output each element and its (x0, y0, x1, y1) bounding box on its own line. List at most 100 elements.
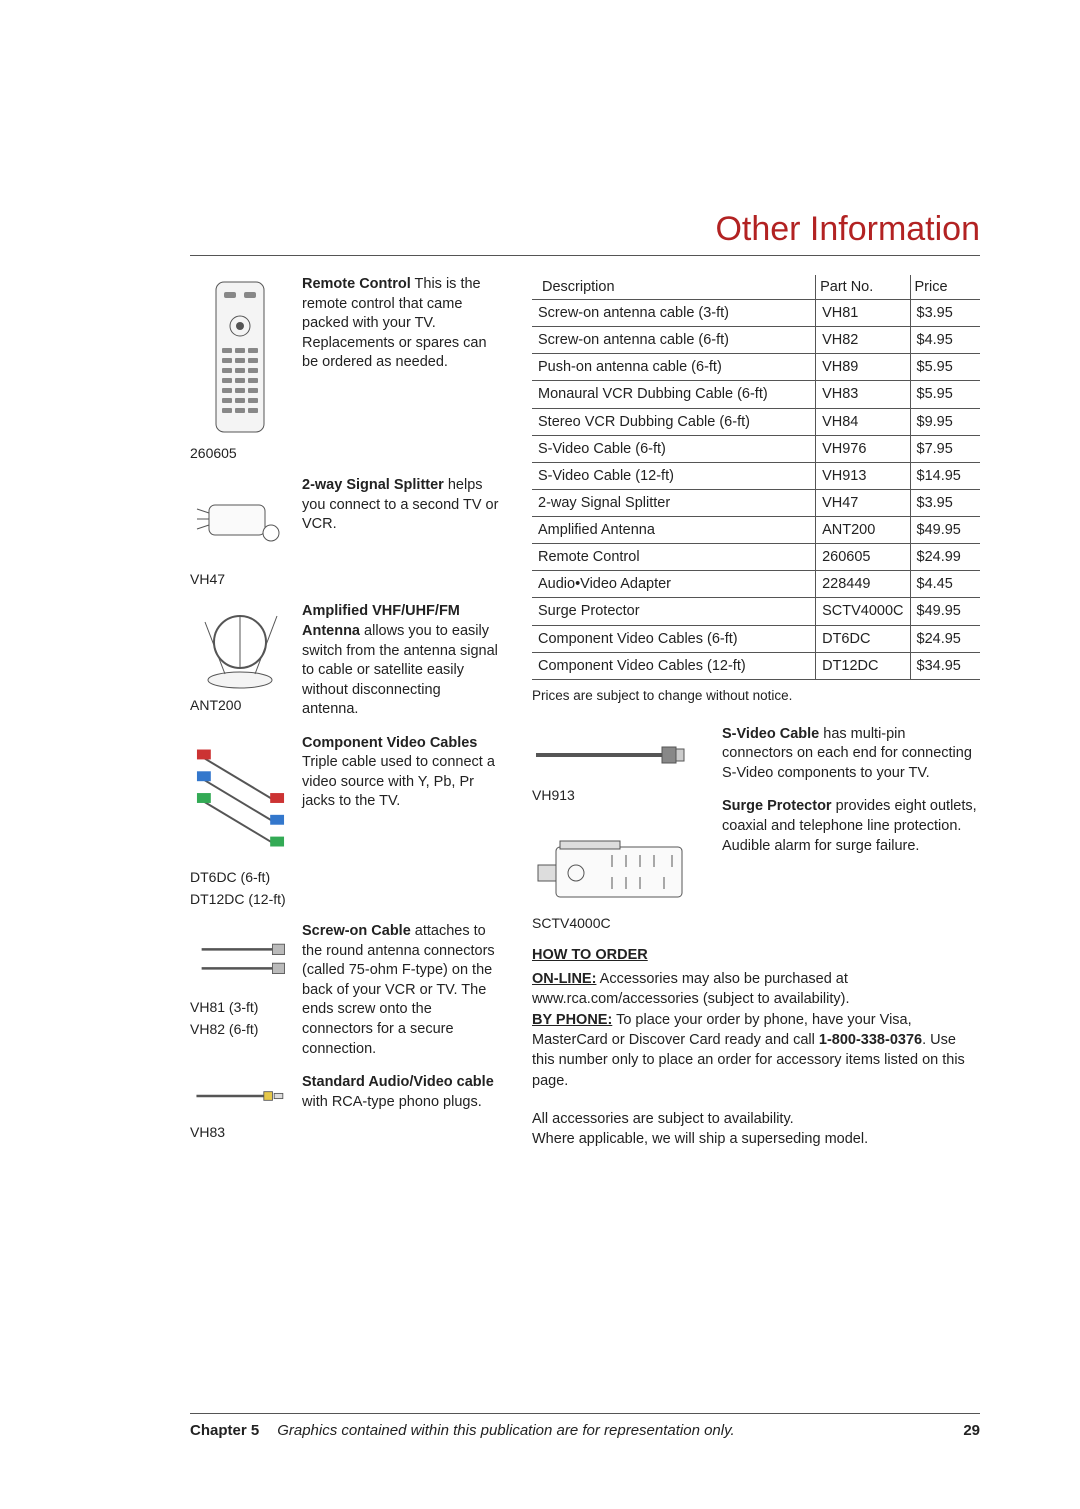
cell-price: $4.45 (910, 571, 980, 598)
cell-part: VH83 (816, 381, 910, 408)
cell-desc: Surge Protector (532, 598, 816, 625)
cell-desc: Screw-on antenna cable (3-ft) (532, 300, 816, 327)
remote-control-image (193, 275, 288, 440)
cell-part: 260605 (816, 544, 910, 571)
cell-desc: Amplified Antenna (532, 517, 816, 544)
avcable-lead: Standard Audio/Video cable (302, 1074, 494, 1090)
compvid-caption1: DT6DC (6-ft) (190, 868, 290, 886)
top-rule (190, 255, 980, 256)
howto-online-label: ON-LINE: (532, 971, 596, 987)
remote-desc: Remote Control This is the remote contro… (302, 275, 500, 373)
left-column: 260605 Remote Control This is the remote… (190, 275, 500, 1149)
screwon-image (193, 922, 288, 994)
cell-price: $9.95 (910, 408, 980, 435)
item-antenna: ANT200 Amplified VHF/UHF/FM Antenna allo… (190, 602, 500, 719)
cell-desc: Stereo VCR Dubbing Cable (6-ft) (532, 408, 816, 435)
compvid-caption2: DT12DC (12-ft) (190, 890, 290, 908)
page-title: Other Information (715, 210, 980, 249)
cell-price: $49.95 (910, 598, 980, 625)
cell-price: $3.95 (910, 489, 980, 516)
table-row: Audio•Video Adapter228449$4.45 (532, 571, 980, 598)
compvid-rest: Triple cable used to connect a video sou… (302, 754, 495, 809)
remote-lead: Remote Control (302, 276, 411, 292)
cell-price: $5.95 (910, 354, 980, 381)
avcable-desc: Standard Audio/Video cable with RCA-type… (302, 1073, 500, 1112)
screwon-lead: Screw-on Cable (302, 923, 411, 939)
splitter-caption: VH47 (190, 570, 290, 588)
item-remote: 260605 Remote Control This is the remote… (190, 275, 500, 462)
how-to-order: HOW TO ORDER ON-LINE: Accessories may al… (532, 945, 980, 1150)
howto-byphone-label: BY PHONE: (532, 1012, 612, 1028)
page-footer: Chapter 5 Graphics contained within this… (190, 1413, 980, 1439)
cell-desc: Component Video Cables (12-ft) (532, 652, 816, 679)
cell-desc: S-Video Cable (6-ft) (532, 435, 816, 462)
howto-online: ON-LINE: Accessories may also be purchas… (532, 969, 980, 1010)
cell-price: $4.95 (910, 327, 980, 354)
price-note: Prices are subject to change without not… (532, 688, 980, 703)
cell-price: $24.95 (910, 625, 980, 652)
svideo-product: VH913 (532, 725, 702, 803)
cell-part: VH84 (816, 408, 910, 435)
screwon-caption1: VH81 (3-ft) (190, 998, 290, 1016)
th-part: Part No. (816, 275, 910, 300)
cell-desc: Remote Control (532, 544, 816, 571)
table-row: S-Video Cable (6-ft)VH976$7.95 (532, 435, 980, 462)
th-price: Price (910, 275, 980, 300)
screwon-caption2: VH82 (6-ft) (190, 1020, 290, 1038)
antenna-image (193, 602, 288, 692)
cell-price: $24.99 (910, 544, 980, 571)
cell-desc: 2-way Signal Splitter (532, 489, 816, 516)
splitter-lead: 2-way Signal Splitter (302, 477, 444, 493)
cell-desc: Monaural VCR Dubbing Cable (6-ft) (532, 381, 816, 408)
table-row: Monaural VCR Dubbing Cable (6-ft)VH83$5.… (532, 381, 980, 408)
avcable-image (193, 1073, 288, 1119)
cell-price: $34.95 (910, 652, 980, 679)
cell-desc: Audio•Video Adapter (532, 571, 816, 598)
svideo-desc: S-Video Cable has multi-pin connectors o… (722, 725, 980, 784)
cell-part: SCTV4000C (816, 598, 910, 625)
cell-price: $5.95 (910, 381, 980, 408)
item-screwon: VH81 (3-ft) VH82 (6-ft) Screw-on Cable a… (190, 922, 500, 1059)
price-table: Description Part No. Price Screw-on ante… (532, 275, 980, 680)
howto-title: HOW TO ORDER (532, 945, 980, 965)
table-row: Screw-on antenna cable (6-ft)VH82$4.95 (532, 327, 980, 354)
compvid-lead: Component Video Cables (302, 735, 477, 751)
footer-page: 29 (963, 1422, 980, 1439)
surge-label: SCTV4000C (532, 915, 611, 931)
cell-price: $14.95 (910, 462, 980, 489)
screwon-rest: attaches to the round antenna connectors… (302, 923, 495, 1056)
cell-part: VH81 (816, 300, 910, 327)
cell-desc: Screw-on antenna cable (6-ft) (532, 327, 816, 354)
cell-price: $7.95 (910, 435, 980, 462)
cell-part: 228449 (816, 571, 910, 598)
antenna-caption: ANT200 (190, 696, 290, 714)
svideo-label: VH913 (532, 787, 575, 803)
splitter-image (193, 476, 288, 566)
howto-avail1: All accessories are subject to availabil… (532, 1109, 980, 1129)
table-row: S-Video Cable (12-ft)VH913$14.95 (532, 462, 980, 489)
table-row: Push-on antenna cable (6-ft)VH89$5.95 (532, 354, 980, 381)
cell-price: $49.95 (910, 517, 980, 544)
cell-part: VH47 (816, 489, 910, 516)
cell-part: VH82 (816, 327, 910, 354)
item-avcable: VH83 Standard Audio/Video cable with RCA… (190, 1073, 500, 1141)
svideo-image (532, 725, 692, 785)
th-desc: Description (532, 275, 816, 300)
cell-price: $3.95 (910, 300, 980, 327)
antenna-desc: Amplified VHF/UHF/FM Antenna allows you … (302, 602, 500, 719)
footer-chapter: Chapter 5 (190, 1422, 259, 1439)
svideo-lead: S-Video Cable (722, 726, 819, 742)
footer-text: Graphics contained within this publicati… (277, 1422, 963, 1439)
splitter-desc: 2-way Signal Splitter helps you connect … (302, 476, 500, 535)
cell-desc: Push-on antenna cable (6-ft) (532, 354, 816, 381)
right-column: Description Part No. Price Screw-on ante… (532, 275, 980, 1149)
table-row: Remote Control260605$24.99 (532, 544, 980, 571)
howto-phone: BY PHONE: To place your order by phone, … (532, 1010, 980, 1091)
item-splitter: VH47 2-way Signal Splitter helps you con… (190, 476, 500, 588)
table-row: Amplified AntennaANT200$49.95 (532, 517, 980, 544)
cell-desc: Component Video Cables (6-ft) (532, 625, 816, 652)
avcable-rest: with RCA-type phono plugs. (302, 1094, 482, 1110)
table-row: Screw-on antenna cable (3-ft)VH81$3.95 (532, 300, 980, 327)
howto-phone-number: 1-800-338-0376 (819, 1032, 922, 1048)
table-row: Stereo VCR Dubbing Cable (6-ft)VH84$9.95 (532, 408, 980, 435)
